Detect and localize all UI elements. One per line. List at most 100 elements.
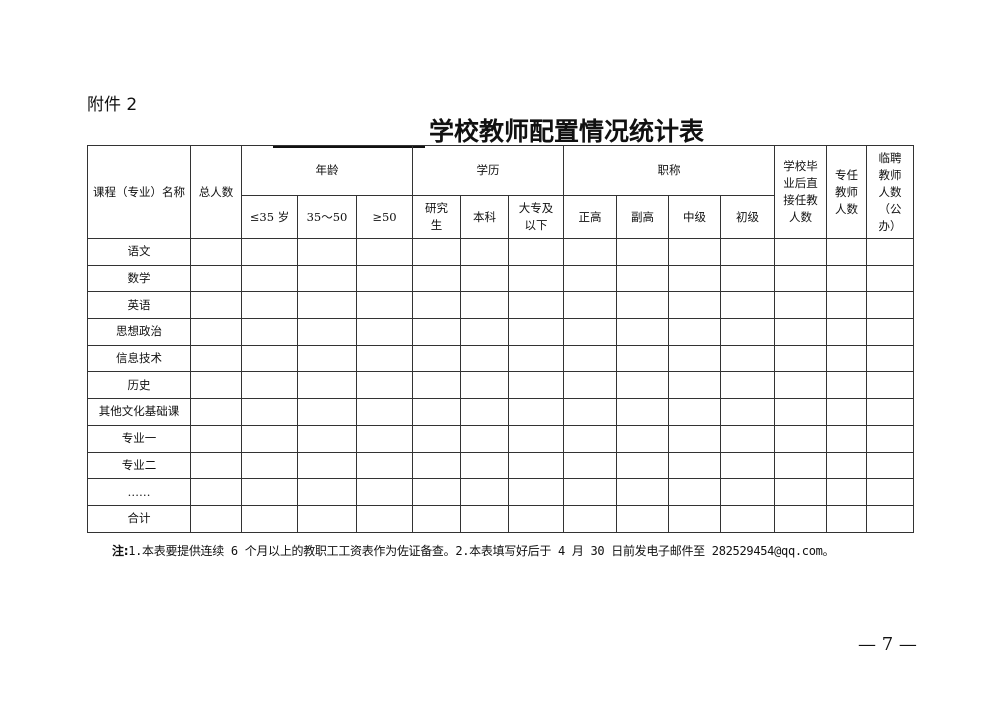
data-cell[interactable]	[668, 371, 721, 400]
data-cell[interactable]	[563, 504, 617, 533]
data-cell[interactable]	[826, 424, 867, 453]
data-cell[interactable]	[508, 238, 564, 266]
data-cell[interactable]	[866, 238, 914, 266]
data-cell[interactable]	[241, 504, 298, 533]
data-cell[interactable]	[297, 291, 357, 320]
data-cell[interactable]	[412, 238, 461, 266]
data-cell[interactable]	[866, 398, 914, 426]
data-cell[interactable]	[616, 478, 669, 506]
data-cell[interactable]	[616, 504, 669, 533]
data-cell[interactable]	[356, 478, 413, 506]
data-cell[interactable]	[190, 291, 242, 320]
data-cell[interactable]	[563, 424, 617, 453]
data-cell[interactable]	[460, 398, 509, 426]
data-cell[interactable]	[668, 291, 721, 320]
data-cell[interactable]	[668, 344, 721, 373]
data-cell[interactable]	[508, 344, 564, 373]
data-cell[interactable]	[563, 238, 617, 266]
data-cell[interactable]	[563, 318, 617, 346]
data-cell[interactable]	[826, 371, 867, 400]
data-cell[interactable]	[190, 424, 242, 453]
data-cell[interactable]	[720, 371, 775, 400]
data-cell[interactable]	[508, 478, 564, 506]
data-cell[interactable]	[508, 291, 564, 320]
data-cell[interactable]	[826, 504, 867, 533]
data-cell[interactable]	[297, 238, 357, 266]
data-cell[interactable]	[241, 424, 298, 453]
data-cell[interactable]	[668, 478, 721, 506]
data-cell[interactable]	[720, 318, 775, 346]
data-cell[interactable]	[563, 478, 617, 506]
data-cell[interactable]	[460, 344, 509, 373]
data-cell[interactable]	[241, 371, 298, 400]
data-cell[interactable]	[616, 424, 669, 453]
data-cell[interactable]	[826, 264, 867, 293]
data-cell[interactable]	[241, 478, 298, 506]
data-cell[interactable]	[356, 398, 413, 426]
data-cell[interactable]	[720, 238, 775, 266]
data-cell[interactable]	[616, 264, 669, 293]
data-cell[interactable]	[460, 291, 509, 320]
data-cell[interactable]	[460, 264, 509, 293]
data-cell[interactable]	[866, 504, 914, 533]
data-cell[interactable]	[668, 398, 721, 426]
data-cell[interactable]	[563, 264, 617, 293]
data-cell[interactable]	[720, 344, 775, 373]
data-cell[interactable]	[412, 504, 461, 533]
data-cell[interactable]	[356, 318, 413, 346]
data-cell[interactable]	[826, 344, 867, 373]
data-cell[interactable]	[190, 451, 242, 480]
data-cell[interactable]	[297, 398, 357, 426]
data-cell[interactable]	[668, 264, 721, 293]
data-cell[interactable]	[297, 371, 357, 400]
data-cell[interactable]	[241, 344, 298, 373]
data-cell[interactable]	[826, 478, 867, 506]
data-cell[interactable]	[190, 238, 242, 266]
data-cell[interactable]	[412, 318, 461, 346]
data-cell[interactable]	[412, 344, 461, 373]
data-cell[interactable]	[460, 318, 509, 346]
data-cell[interactable]	[356, 344, 413, 373]
data-cell[interactable]	[720, 478, 775, 506]
data-cell[interactable]	[866, 264, 914, 293]
data-cell[interactable]	[412, 371, 461, 400]
data-cell[interactable]	[774, 451, 827, 480]
data-cell[interactable]	[190, 398, 242, 426]
data-cell[interactable]	[668, 238, 721, 266]
data-cell[interactable]	[460, 504, 509, 533]
data-cell[interactable]	[774, 318, 827, 346]
data-cell[interactable]	[190, 371, 242, 400]
data-cell[interactable]	[241, 291, 298, 320]
data-cell[interactable]	[241, 318, 298, 346]
data-cell[interactable]	[866, 344, 914, 373]
data-cell[interactable]	[774, 291, 827, 320]
data-cell[interactable]	[563, 291, 617, 320]
data-cell[interactable]	[826, 238, 867, 266]
data-cell[interactable]	[412, 291, 461, 320]
data-cell[interactable]	[460, 478, 509, 506]
data-cell[interactable]	[508, 398, 564, 426]
data-cell[interactable]	[356, 371, 413, 400]
data-cell[interactable]	[412, 264, 461, 293]
data-cell[interactable]	[190, 478, 242, 506]
data-cell[interactable]	[412, 424, 461, 453]
data-cell[interactable]	[508, 371, 564, 400]
data-cell[interactable]	[826, 291, 867, 320]
data-cell[interactable]	[720, 291, 775, 320]
data-cell[interactable]	[508, 504, 564, 533]
data-cell[interactable]	[563, 371, 617, 400]
data-cell[interactable]	[460, 371, 509, 400]
data-cell[interactable]	[563, 398, 617, 426]
data-cell[interactable]	[297, 504, 357, 533]
data-cell[interactable]	[826, 398, 867, 426]
data-cell[interactable]	[190, 504, 242, 533]
data-cell[interactable]	[866, 451, 914, 480]
data-cell[interactable]	[460, 424, 509, 453]
data-cell[interactable]	[241, 451, 298, 480]
data-cell[interactable]	[774, 424, 827, 453]
data-cell[interactable]	[297, 451, 357, 480]
data-cell[interactable]	[774, 264, 827, 293]
data-cell[interactable]	[720, 398, 775, 426]
data-cell[interactable]	[508, 451, 564, 480]
data-cell[interactable]	[668, 318, 721, 346]
